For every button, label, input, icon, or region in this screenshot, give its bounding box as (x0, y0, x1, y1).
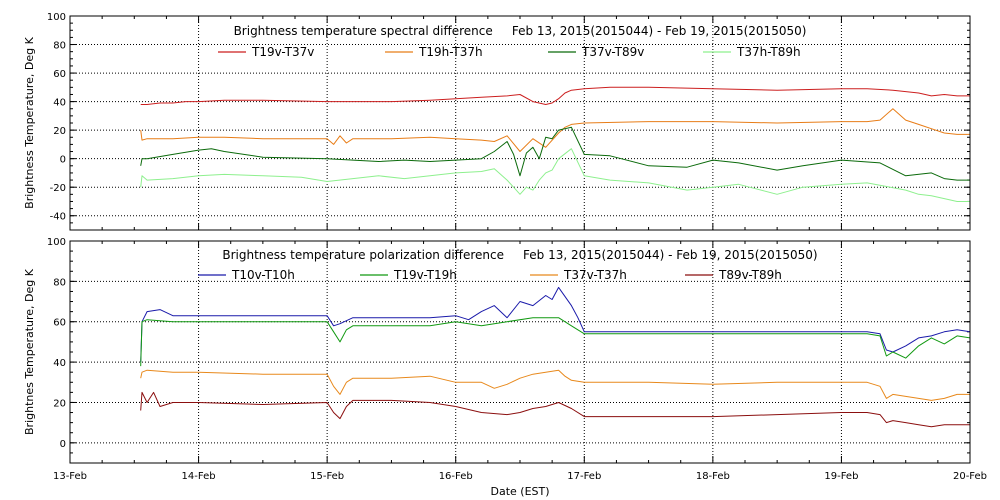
y-tick-label: 0 (60, 439, 66, 450)
series-line-t37h-t89h (140, 148, 970, 202)
x-tick-label: 17-Feb (567, 471, 601, 482)
x-axis-title: Date (EST) (490, 485, 549, 498)
legend-label: T10v-T10h (231, 268, 295, 282)
y-axis-title: Brightnes Temperature, Deg K (23, 268, 36, 435)
x-tick-label: 15-Feb (310, 471, 344, 482)
x-tick-label: 18-Feb (696, 471, 730, 482)
legend-label: T19v-T37v (251, 45, 314, 59)
y-tick-label: -20 (50, 183, 66, 194)
y-tick-label: -40 (50, 212, 66, 223)
x-tick-label: 16-Feb (439, 471, 473, 482)
y-tick-label: 0 (60, 155, 66, 166)
polarization-difference-chart: 0 20 40 60 80 100 13-Feb 14-Feb 15-Feb 16-Feb 17-F… (23, 237, 987, 482)
legend-label: T37v-T89v (581, 45, 644, 59)
series-line-t19v-t37v (140, 86, 970, 105)
legend-label: T89v-T89h (718, 268, 782, 282)
y-tick-label: 40 (53, 358, 66, 369)
x-tick-label: 19-Feb (824, 471, 858, 482)
series-line-t37v-t37h (140, 369, 970, 401)
y-tick-label: 80 (53, 41, 66, 52)
series-line-t89v-t89h (140, 391, 970, 428)
legend-label: T19h-T37h (418, 45, 483, 59)
legend-label: T37h-T89h (736, 45, 801, 59)
y-axis-title: Brightness Temperature, Deg K (23, 36, 36, 208)
y-tick-label: 20 (53, 398, 66, 409)
chart-title: Brightness temperature spectral differen… (234, 24, 807, 38)
series-line-t19h-t37h (140, 108, 970, 152)
series-line-t19v-t19h (140, 317, 971, 367)
x-tick-label: 14-Feb (182, 471, 216, 482)
y-tick-label: 100 (47, 237, 66, 248)
y-tick-label: 40 (53, 98, 66, 109)
y-tick-label: 20 (53, 126, 66, 137)
series-line-t10v-t10h (140, 286, 971, 363)
y-tick-label: 60 (53, 69, 66, 80)
plot-frame (69, 15, 971, 231)
spectral-difference-chart: -40 -20 0 20 40 60 80 100 Brightness temperature… (23, 12, 971, 231)
x-tick-label: 20-Feb (953, 471, 987, 482)
y-tick-label: 60 (53, 318, 66, 329)
y-tick-label: 100 (47, 12, 66, 23)
legend-label: T37v-T37h (563, 268, 627, 282)
chart-title: Brightness temperature polarization diff… (222, 248, 817, 262)
series-line-t37v-t89v (140, 126, 970, 181)
plot-frame (69, 240, 971, 464)
legend-label: T19v-T19h (393, 268, 457, 282)
x-tick-label: 13-Feb (53, 471, 87, 482)
y-tick-label: 80 (53, 277, 66, 288)
